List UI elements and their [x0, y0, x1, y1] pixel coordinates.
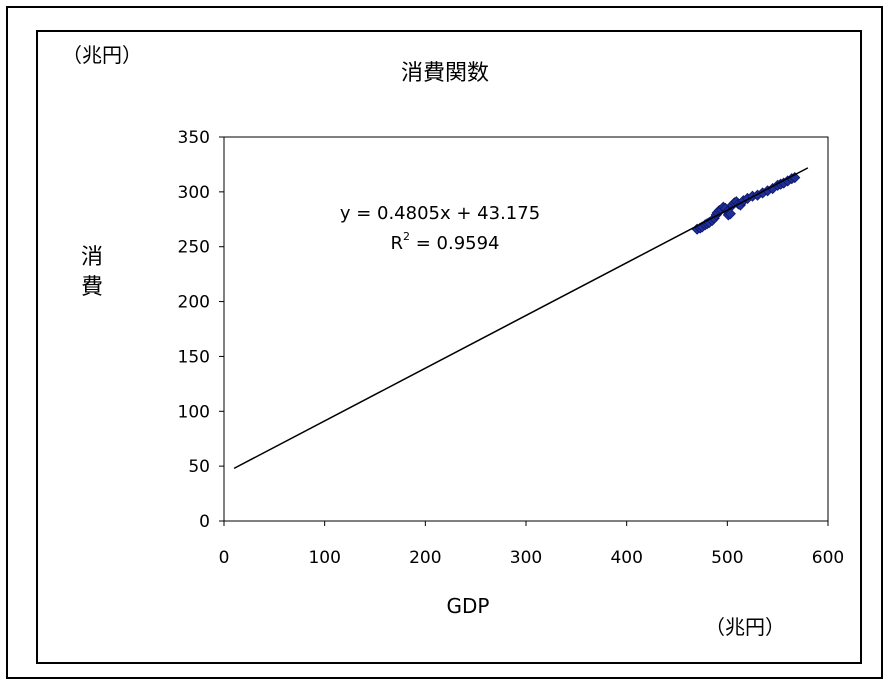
- y-tick-label: 350: [178, 128, 210, 148]
- y-tick-label: 300: [178, 183, 210, 203]
- scatter-points: [691, 172, 801, 235]
- trendline-r2: R2 = 0.9594: [390, 230, 499, 254]
- y-tick-label: 0: [199, 512, 210, 532]
- x-unit-label: （兆円）: [705, 615, 785, 639]
- trendline-equation: y = 0.4805x + 43.175: [340, 203, 540, 224]
- x-tick-label: 0: [219, 548, 230, 568]
- x-tick-label: 100: [308, 548, 340, 568]
- chart-title: 消費関数: [401, 61, 489, 86]
- x-tick-label: 600: [812, 548, 844, 568]
- plot-area: [223, 136, 829, 522]
- x-tick-label: 500: [711, 548, 743, 568]
- y-tick-label: 150: [178, 347, 210, 367]
- y-axis-label: 消費: [81, 245, 103, 300]
- trendline: [233, 167, 809, 470]
- y-tick-label: 100: [178, 402, 210, 422]
- chart-frame: [36, 30, 862, 664]
- y-axis: 0 50 100 150 200 250 300 350: [178, 128, 224, 532]
- x-tick-label: 400: [610, 548, 642, 568]
- y-tick-label: 200: [178, 293, 210, 313]
- x-axis-label: GDP: [447, 594, 490, 618]
- y-tick-label: 250: [178, 238, 210, 258]
- y-tick-label: 50: [188, 457, 210, 477]
- x-axis: 0 100 200 300 400 500 600: [219, 521, 844, 568]
- data-point: [724, 208, 736, 220]
- x-tick-label: 300: [510, 548, 542, 568]
- outer-frame: [6, 6, 883, 679]
- x-tick-label: 200: [409, 548, 441, 568]
- y-unit-label: （兆円）: [62, 43, 142, 67]
